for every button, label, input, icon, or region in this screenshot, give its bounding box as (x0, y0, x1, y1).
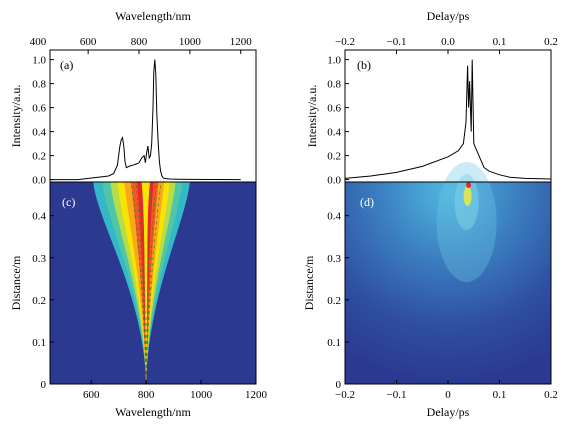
y-tick-label: 0.6 (32, 103, 46, 115)
y-tick-label: 0.3 (32, 253, 46, 265)
y-tick-label: 0.4 (32, 211, 46, 223)
fringe-line (145, 181, 162, 375)
spectral-band (141, 182, 150, 384)
x-tick-label: 0.1 (493, 389, 507, 401)
panel-d-y-title: Distance/m (302, 255, 316, 310)
panel-c-y-ticks: 0 0.1 0.2 0.3 0.4 (32, 211, 54, 391)
panel-c-tag: (c) (62, 195, 75, 209)
x-tick-label: 400 (30, 36, 47, 48)
panel-a-x-title: Wavelength/nm (115, 9, 191, 23)
fringe-line (135, 181, 147, 375)
fringe-line (145, 181, 157, 375)
x-tick-label: 800 (138, 389, 155, 401)
y-tick-label: 0.2 (32, 295, 46, 307)
x-tick-label: 0.2 (544, 36, 558, 48)
fringe-line (145, 181, 152, 375)
panel-b-frame (344, 49, 552, 183)
panel-c-x-ticks: 600 800 1000 1200 (83, 380, 268, 401)
y-tick-label: 0 (336, 379, 342, 391)
y-tick-label: 1.0 (32, 55, 46, 67)
y-tick-label: 0 (41, 379, 47, 391)
x-tick-label: 1200 (230, 36, 253, 48)
panel-d-y-ticks: 0 0.1 0.2 0.3 0.4 (327, 211, 349, 391)
x-tick-label: 0.0 (441, 36, 455, 48)
y-tick-label: 0.2 (327, 295, 341, 307)
x-tick-label: −0.2 (335, 389, 355, 401)
y-tick-label: 0.4 (32, 127, 46, 139)
fringe-line (130, 181, 147, 375)
x-tick-label: 0 (445, 389, 451, 401)
x-tick-label: 600 (83, 389, 100, 401)
panel-c: 600 800 1000 1200 0 0.1 0.2 0.3 0.4 (c) Wavelen… (9, 181, 268, 419)
panel-b-y-title: Intensity/a.u. (305, 85, 319, 148)
x-tick-label: 800 (131, 36, 148, 48)
panel-b-x-ticks: −0.2 −0.1 0.0 0.1 0.2 (335, 36, 558, 54)
y-tick-label: 0.0 (327, 175, 341, 187)
y-tick-label: 0.8 (32, 79, 46, 91)
panel-c-spectral-field (93, 181, 190, 384)
panel-a-x-ticks: 400 600 800 1000 1200 (30, 36, 252, 54)
y-tick-label: 0.8 (327, 79, 341, 91)
panel-d-background (345, 182, 551, 384)
y-tick-label: 0.1 (327, 337, 341, 349)
x-tick-label: 0.1 (493, 36, 507, 48)
pulse-peak (463, 186, 472, 206)
panel-d-temporal-field (436, 162, 497, 282)
panel-a-y-ticks: 0.0 0.2 0.4 0.6 0.8 1.0 (32, 55, 54, 187)
y-tick-label: 0.4 (327, 211, 341, 223)
y-tick-label: 0.1 (32, 337, 46, 349)
panel-c-x-title: Wavelength/nm (115, 405, 191, 419)
y-tick-label: 0.2 (32, 151, 46, 163)
x-tick-label: 600 (80, 36, 97, 48)
panel-a-spectrum-line (50, 59, 241, 181)
pulse-hot-spot (466, 182, 472, 188)
panel-d: −0.2 −0.1 0 0.1 0.2 0 0.1 0.2 0.3 0.4 (d) Delay/… (302, 162, 558, 419)
panel-d-tag: (d) (360, 195, 374, 209)
panel-b-x-title: Delay/ps (427, 9, 470, 23)
panel-b-pulse-line (344, 59, 552, 180)
x-tick-label: −0.2 (335, 36, 355, 48)
y-tick-label: 1.0 (327, 55, 341, 67)
panel-a-tag: (a) (60, 58, 73, 72)
y-tick-label: 0.2 (327, 151, 341, 163)
y-tick-label: 0.6 (327, 103, 341, 115)
y-tick-label: 0.4 (327, 127, 341, 139)
panel-b-y-ticks: 0.0 0.2 0.4 0.6 0.8 1.0 (327, 55, 349, 187)
panel-d-x-ticks: −0.2 −0.1 0 0.1 0.2 (335, 380, 558, 401)
panel-d-x-title: Delay/ps (427, 405, 470, 419)
x-tick-label: 1200 (245, 389, 268, 401)
x-tick-label: −0.1 (387, 389, 407, 401)
x-tick-label: 1000 (179, 36, 202, 48)
fringe-line (140, 181, 147, 375)
x-tick-label: 0.2 (544, 389, 558, 401)
panel-b: −0.2 −0.1 0.0 0.1 0.2 0.0 0.2 0.4 0.6 0.8 1.0 (b)… (305, 9, 558, 187)
panel-a: 400 600 800 1000 1200 0.0 0.2 0.4 0.6 0.8 1.0 (a)… (9, 9, 257, 187)
x-tick-label: −0.1 (387, 36, 407, 48)
x-tick-label: 1000 (190, 389, 213, 401)
y-tick-label: 0.0 (32, 175, 46, 187)
y-tick-label: 0.3 (327, 253, 341, 265)
panel-c-frame (49, 181, 257, 385)
panel-c-y-title: Distance/m (9, 255, 23, 310)
panel-b-tag: (b) (357, 58, 371, 72)
panel-a-y-title: Intensity/a.u. (9, 85, 23, 148)
